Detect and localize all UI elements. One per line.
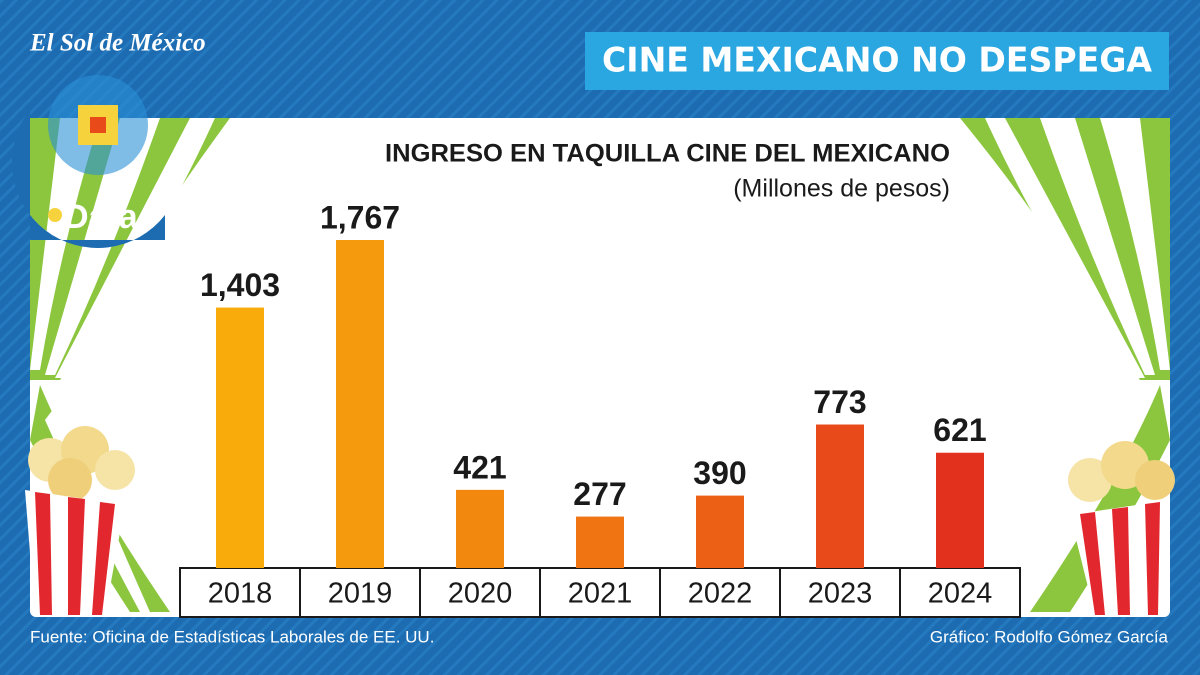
x-tick-label: 2020: [448, 578, 513, 610]
bar: [336, 240, 384, 568]
value-label: 1,767: [320, 199, 400, 235]
bar: [696, 495, 744, 568]
x-tick-label: 2018: [208, 578, 273, 610]
header-title: CINE MEXICANO NO DESPEGA: [602, 41, 1153, 81]
value-label: 773: [813, 384, 866, 420]
x-tick-label: 2022: [688, 578, 753, 610]
popcorn-left: [25, 426, 135, 615]
source: Fuente: Oficina de Estadísticas Laborale…: [30, 627, 434, 646]
bar: [216, 307, 264, 568]
x-tick-label: 2024: [928, 578, 993, 610]
right-curtain: [960, 118, 1170, 612]
panel: [30, 118, 1170, 617]
value-label: 621: [933, 412, 986, 448]
category-row: [179, 567, 1021, 618]
bar: [936, 452, 984, 568]
popcorn-right: [1068, 441, 1175, 615]
logo-bg: [12, 110, 166, 248]
logo-center: [90, 117, 106, 133]
bar: [576, 516, 624, 568]
bar: [816, 424, 864, 568]
value-label: 277: [573, 476, 626, 512]
x-tick-label: 2019: [328, 578, 393, 610]
chart-title: INGRESO EN TAQUILLA CINE DEL MEXICANO: [385, 140, 950, 168]
chart-subtitle: (Millones de pesos): [733, 175, 950, 203]
value-label: 421: [453, 449, 506, 485]
plot: 2018 1,403 2019 1,767 2020 421 2021 277 2022 390 2…: [179, 199, 1021, 618]
header-box: [585, 32, 1169, 90]
value-label: 1,403: [200, 267, 280, 303]
value-label: 390: [693, 455, 746, 491]
bar: [456, 489, 504, 568]
x-tick-label: 2021: [568, 578, 633, 610]
x-tick-label: 2023: [808, 578, 873, 610]
brand: El Sol de México: [29, 30, 206, 57]
badge-dot: [48, 208, 62, 222]
credit: Gráfico: Rodolfo Gómez García: [930, 627, 1169, 646]
badge: Data: [64, 198, 139, 236]
